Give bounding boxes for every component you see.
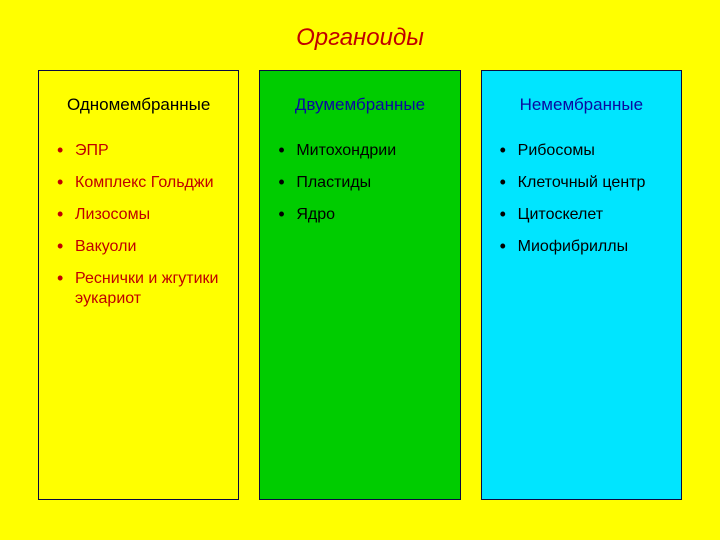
title-text: Органоиды — [296, 24, 424, 51]
list-item: Вакуоли — [57, 237, 228, 257]
list-item: Пластиды — [278, 173, 449, 193]
list-item: Комплекс Гольджи — [57, 173, 228, 193]
panel-title: Немембранные — [492, 95, 671, 115]
page-title: Органоиды — [0, 0, 720, 70]
list-item: Клеточный центр — [500, 173, 671, 193]
columns-container: Одномембранные ЭПР Комплекс Гольджи Лизо… — [0, 70, 720, 500]
list-item: Митохондрии — [278, 141, 449, 161]
list-item: Миофибриллы — [500, 237, 671, 257]
list-item: Лизосомы — [57, 205, 228, 225]
panel-title: Двумембранные — [270, 95, 449, 115]
panel-title: Одномембранные — [49, 95, 228, 115]
list-item: Реснички и жгутики эукариот — [57, 269, 228, 309]
panel-list: Рибосомы Клеточный центр Цитоскелет Миоф… — [492, 141, 671, 257]
panel-non-membrane: Немембранные Рибосомы Клеточный центр Ци… — [481, 70, 682, 500]
list-item: Цитоскелет — [500, 205, 671, 225]
list-item: Рибосомы — [500, 141, 671, 161]
panel-list: Митохондрии Пластиды Ядро — [270, 141, 449, 225]
panel-double-membrane: Двумембранные Митохондрии Пластиды Ядро — [259, 70, 460, 500]
panel-list: ЭПР Комплекс Гольджи Лизосомы Вакуоли Ре… — [49, 141, 228, 309]
panel-single-membrane: Одномембранные ЭПР Комплекс Гольджи Лизо… — [38, 70, 239, 500]
list-item: ЭПР — [57, 141, 228, 161]
list-item: Ядро — [278, 205, 449, 225]
